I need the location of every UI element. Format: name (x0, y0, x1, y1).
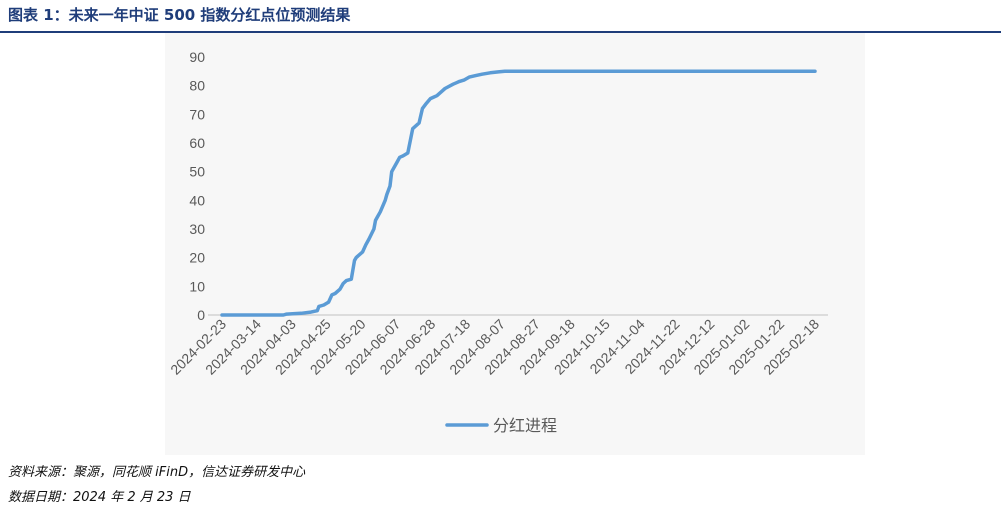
data-date-note: 数据日期：2024 年 2 月 23 日 (8, 490, 191, 505)
y-tick-label: 0 (197, 307, 205, 323)
y-tick-label: 10 (189, 278, 205, 294)
title-divider (0, 31, 1001, 33)
y-tick-label: 60 (189, 135, 205, 151)
y-tick-label: 40 (189, 192, 205, 208)
y-tick-label: 70 (189, 106, 205, 122)
figure-title: 图表 1：未来一年中证 500 指数分红点位预测结果 (8, 6, 351, 24)
y-tick-label: 20 (189, 250, 205, 266)
y-tick-label: 90 (189, 49, 205, 65)
y-tick-label: 50 (189, 164, 205, 180)
plot-background (165, 33, 865, 455)
series-line-0 (220, 69, 817, 317)
legend-label: 分红进程 (493, 416, 557, 435)
source-note: 资料来源：聚源，同花顺 iFinD，信达证券研发中心 (8, 465, 306, 480)
y-tick-label: 80 (189, 78, 205, 94)
y-tick-label: 30 (189, 221, 205, 237)
